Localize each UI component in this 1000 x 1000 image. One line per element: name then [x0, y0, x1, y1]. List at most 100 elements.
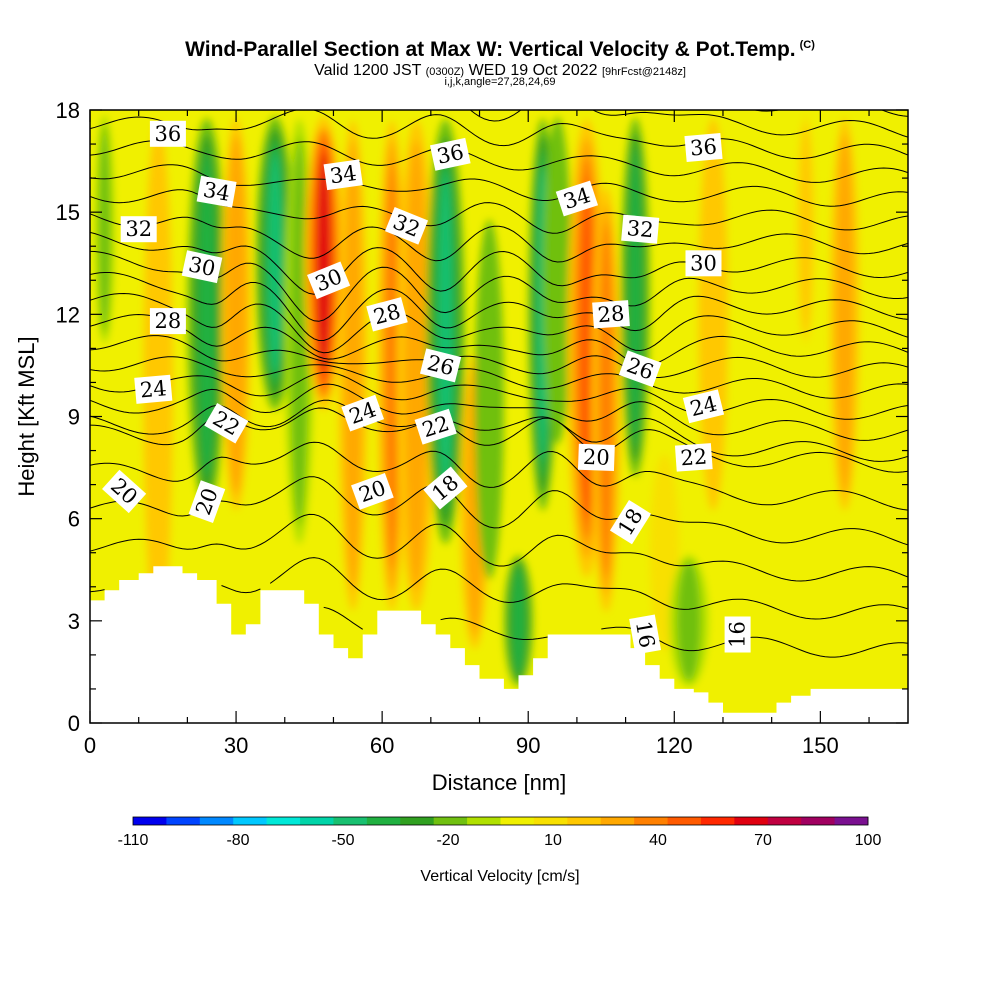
valid-utc: (0300Z)	[425, 66, 465, 78]
w-plume-13-2	[512, 566, 525, 676]
colorbar-tick-label-3: -20	[436, 832, 459, 849]
contour-label-box-15	[419, 348, 462, 383]
contour-label-0: 36	[149, 120, 186, 147]
contour-label-15: 26	[419, 348, 462, 383]
theta-contour-17	[90, 513, 908, 582]
colorbar-tick-label-6: 70	[754, 832, 772, 849]
theta-contour-35	[90, 110, 908, 160]
colorbar-swatch-6	[333, 817, 368, 825]
theta-contour-21	[90, 399, 908, 462]
w-plume-21-1	[704, 134, 723, 495]
contour-label-box-22	[674, 443, 713, 472]
chart-subtitle: Valid 1200 JST (0300Z) WED 19 Oct 2022 […	[0, 62, 1000, 80]
colorbar-swatch-0	[133, 817, 167, 825]
contour-label-box-18	[341, 394, 385, 432]
colorbar-border	[132, 816, 869, 826]
x-tick-label-30: 30	[224, 733, 248, 758]
colorbar-swatch-2	[199, 817, 234, 825]
x-tick-label-90: 90	[516, 733, 540, 758]
contour-label-26: 20	[577, 443, 615, 472]
theta-contour-23	[90, 371, 908, 420]
y-tick-label-9: 9	[68, 405, 80, 430]
chart-title: Wind-Parallel Section at Max W: Vertical…	[0, 38, 1000, 62]
plot-frame	[89, 109, 909, 724]
contour-label-box-7	[384, 207, 429, 245]
w-plume-2-2	[198, 150, 216, 478]
contour-label-text-30: 16	[726, 621, 750, 648]
x-tick-label-0: 0	[84, 733, 96, 758]
contour-label-30: 16	[724, 616, 751, 653]
contour-label-box-30	[724, 616, 751, 653]
y-tick-label-12: 12	[56, 302, 80, 327]
contour-label-box-6	[120, 216, 157, 243]
y-axis-label: Height [Kft MSL]	[14, 336, 39, 496]
contour-label-text-14: 28	[597, 301, 625, 327]
colorbar-swatch-19	[767, 817, 802, 825]
contour-label-box-20	[204, 403, 249, 444]
contour-label-text-2: 34	[328, 161, 358, 188]
forecast-info: [9hrFcst@2148z]	[601, 66, 686, 78]
theta-contour-28	[90, 272, 908, 341]
contour-label-2: 34	[323, 159, 363, 191]
x-tick-label-120: 120	[656, 733, 693, 758]
contour-label-text-26: 20	[583, 445, 611, 470]
contour-label-13: 28	[366, 297, 408, 332]
theta-contour-36	[469, 110, 908, 138]
colorbar-swatch-4	[266, 817, 301, 825]
contour-label-text-3: 36	[435, 140, 466, 169]
colorbar-swatch-13	[567, 817, 602, 825]
w-plume-5-1	[290, 136, 309, 527]
contour-label-box-1	[196, 175, 237, 208]
theta-contour-18	[90, 476, 908, 546]
theta-contour-27	[90, 292, 908, 354]
w-plume-12-1	[480, 234, 499, 565]
terrain-surface	[90, 566, 908, 723]
contour-label-box-5	[684, 132, 723, 163]
contour-label-11: 30	[685, 250, 722, 277]
valid-date: WED 19 Oct 2022	[468, 62, 598, 79]
x-tick-label-60: 60	[370, 733, 394, 758]
colorbar-swatch-15	[634, 817, 668, 825]
colorbar-swatch-9	[433, 817, 468, 825]
contour-label-25: 20	[351, 473, 394, 510]
contour-label-8: 32	[621, 214, 660, 244]
contour-label-box-8	[621, 214, 660, 244]
colorbar-swatch-20	[801, 817, 835, 825]
contour-label-text-12: 28	[155, 309, 182, 333]
y-tick-label-15: 15	[56, 200, 80, 225]
contour-label-9: 30	[181, 250, 223, 284]
theta-contour-29	[90, 250, 908, 322]
contour-label-box-0	[149, 120, 186, 147]
colorbar-tick-label-0: -110	[118, 832, 149, 849]
contour-label-1: 34	[196, 175, 237, 208]
colorbar-tick-label-5: 40	[649, 832, 667, 849]
contour-label-box-21	[414, 408, 457, 445]
contour-label-5: 36	[684, 132, 723, 163]
contour-label-text-29: 16	[631, 619, 659, 649]
contour-label-box-23	[102, 469, 147, 514]
colorbar-title: Vertical Velocity [cm/s]	[420, 868, 579, 885]
colorbar-swatch-3	[233, 817, 268, 825]
contour-label-box-4	[555, 180, 599, 217]
contour-label-12: 28	[149, 308, 186, 335]
contour-label-box-19	[682, 389, 725, 424]
w-plume-9-1	[404, 140, 428, 591]
colorbar-swatch-7	[366, 817, 401, 825]
contour-label-text-11: 30	[690, 251, 717, 275]
x-axis-label: Distance [nm]	[432, 770, 567, 795]
w-plume-22-1	[799, 124, 812, 335]
valid-time: Valid 1200 JST	[314, 62, 422, 79]
colorbar-swatch-21	[834, 817, 869, 825]
contour-label-box-14	[592, 300, 630, 329]
contour-label-box-27	[423, 466, 468, 510]
grid-indices: i,j,k,angle=27,28,24,69	[444, 76, 556, 88]
y-tick-label-6: 6	[68, 507, 80, 532]
colorbar: -110 -80 -50 -20 10 40 70 100 Vertical Velocity …	[118, 816, 881, 885]
contour-label-29: 16	[629, 614, 662, 655]
contour-label-box-28	[609, 499, 652, 545]
contour-label-14: 28	[592, 300, 630, 329]
y-tick-label-3: 3	[68, 609, 80, 634]
theta-contour-30	[90, 231, 908, 295]
